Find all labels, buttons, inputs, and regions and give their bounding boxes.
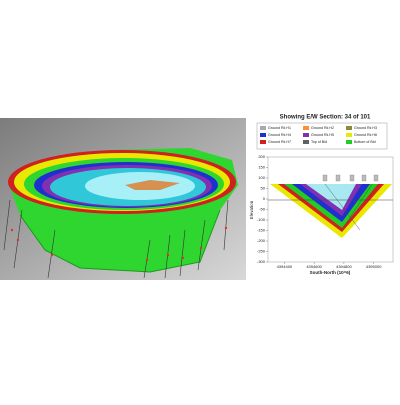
legend-swatch (346, 126, 352, 130)
y-tick-label: -250 (257, 249, 266, 254)
legend-swatch (346, 140, 352, 144)
drill-trace (344, 183, 373, 226)
legend-swatch (260, 140, 266, 144)
legend-swatch (346, 133, 352, 137)
y-tick-label: -50 (259, 207, 266, 212)
y-tick-label: 0 (263, 196, 266, 201)
legend-swatch (260, 133, 266, 137)
legend-label: Ground Rk H1 (268, 126, 291, 130)
legend-label: Ground Rk H3 (354, 126, 377, 130)
drill-labels (322, 174, 379, 182)
y-axis-label: Elevation (249, 200, 254, 219)
y-tick-label: -150 (257, 228, 266, 233)
x-axis-label: South-North (10^6) (310, 270, 351, 275)
chart-title: Showing E/W Section: 34 of 101 (280, 115, 371, 121)
orange-zone (125, 180, 180, 190)
x-tick-label: 4395000 (366, 264, 382, 269)
drill-samples (10, 226, 228, 262)
legend-box (256, 122, 388, 150)
legend-swatch (303, 126, 309, 130)
x-tick-label: 4394400 (277, 264, 293, 269)
y-tick-label: 100 (258, 175, 265, 180)
y-tick-label: 150 (258, 165, 265, 170)
y-tick-label: 200 (258, 154, 265, 159)
legend-label: Ground Rk H5 (311, 133, 334, 137)
x-tick-label: 4394600 (306, 264, 322, 269)
legend-swatch (260, 126, 266, 130)
section-chart: Showing E/W Section: 34 of 101 Elevation… (249, 115, 394, 275)
legend-label: Ground Rk H6 (354, 133, 377, 137)
block-model-view (0, 118, 246, 280)
legend-label: Ground Rk H2 (311, 126, 334, 130)
y-tick-label: -200 (257, 238, 266, 243)
model-edge (19, 209, 221, 273)
y-tick-label: -300 (257, 259, 266, 264)
legend-label: Ground Rk H4 (268, 133, 291, 137)
legend-label: Bottom of Bld (354, 140, 376, 144)
legend-label: Top of Bld (311, 140, 327, 144)
x-tick-label: 4394800 (336, 264, 352, 269)
layer-pit (306, 184, 356, 210)
legend-swatch (303, 140, 309, 144)
y-tick-label: 50 (261, 186, 266, 191)
legend-label: Ground Rk H7 (268, 140, 291, 144)
section-geometry (268, 174, 393, 238)
legend-swatch (303, 133, 309, 137)
y-tick-label: -100 (257, 217, 266, 222)
drill-trace (324, 183, 361, 231)
